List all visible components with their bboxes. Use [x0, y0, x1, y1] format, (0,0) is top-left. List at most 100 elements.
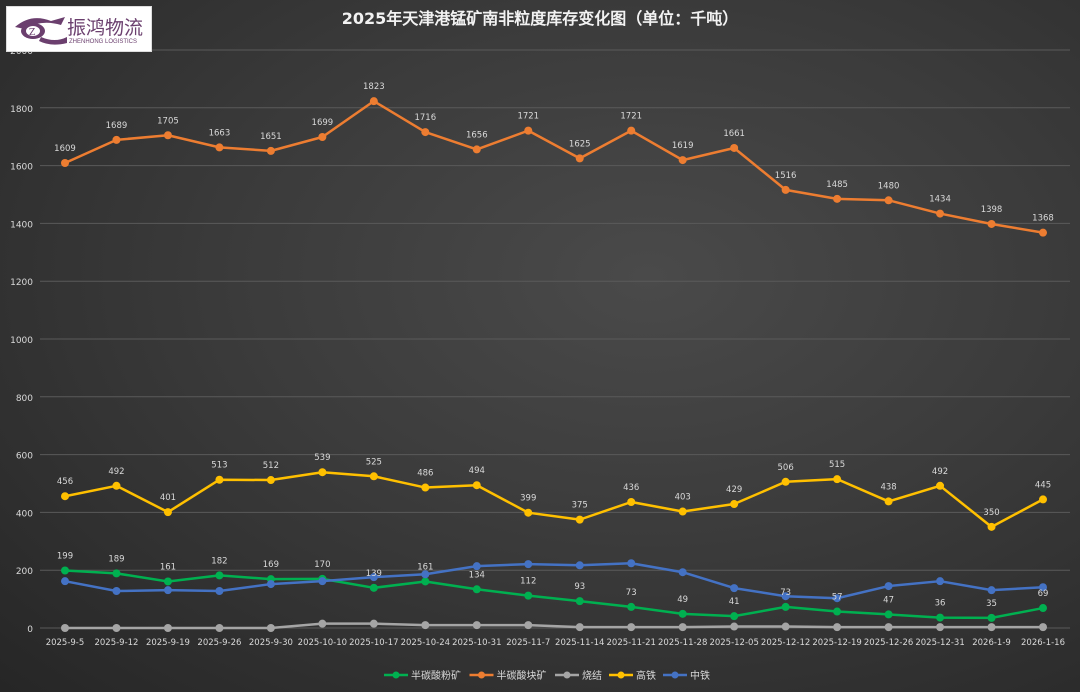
legend-item: 高铁 — [609, 669, 656, 682]
data-point — [472, 621, 481, 630]
x-axis: 2025-9-5 2025-9-12 2025-9-19 2025-9-26 2025-… — [46, 638, 1065, 648]
data-point — [421, 577, 430, 586]
data-label: 492 — [932, 467, 948, 477]
data-label: 1625 — [569, 139, 591, 149]
data-point — [781, 185, 790, 194]
data-point — [163, 131, 172, 140]
data-point — [112, 624, 121, 632]
data-label: 429 — [726, 485, 742, 495]
data-point — [936, 481, 945, 490]
data-label: 1485 — [826, 180, 848, 190]
data-point — [781, 622, 790, 631]
y-tick-label: 0 — [27, 625, 33, 635]
x-tick-label: 2026-1-16 — [1021, 638, 1065, 648]
data-label: 182 — [211, 556, 227, 566]
data-point — [1039, 583, 1047, 592]
legend-marker — [478, 671, 485, 679]
data-label: 1516 — [775, 171, 797, 181]
data-point — [987, 522, 996, 531]
x-tick-label: 2026-1-9 — [972, 638, 1011, 648]
y-tick-label: 600 — [16, 452, 33, 462]
y-tick-label: 1200 — [10, 278, 33, 288]
data-point — [369, 583, 378, 592]
y-tick-label: 2000 — [10, 47, 33, 57]
data-label: 456 — [57, 477, 73, 487]
data-label: 438 — [880, 482, 896, 492]
data-point — [369, 619, 378, 628]
data-point — [266, 476, 275, 485]
data-label: 1609 — [54, 144, 76, 154]
data-label: 1663 — [209, 128, 231, 138]
data-point — [369, 472, 378, 481]
data-point — [61, 492, 69, 501]
data-point — [781, 477, 790, 486]
data-point — [884, 623, 893, 632]
x-tick-label: 2025-12-05 — [709, 638, 758, 648]
data-point — [472, 562, 481, 571]
data-label: 1721 — [517, 112, 539, 122]
data-point — [936, 577, 945, 586]
data-point — [61, 577, 69, 586]
data-label: 1656 — [466, 130, 488, 140]
data-label: 134 — [469, 570, 485, 580]
data-point — [1039, 495, 1047, 504]
data-point — [833, 607, 842, 616]
data-point — [884, 582, 893, 591]
data-point — [215, 587, 224, 596]
data-label: 35 — [986, 599, 997, 609]
data-label: 445 — [1035, 480, 1051, 490]
y-axis: 0 200 400 600 800 1000 1200 1400 1600 1800 2000 — [10, 47, 33, 635]
x-tick-label: 2025-12-19 — [812, 638, 861, 648]
data-label: 1398 — [981, 205, 1003, 215]
data-point — [936, 623, 945, 632]
data-point — [524, 508, 533, 517]
data-point — [61, 158, 69, 167]
x-tick-label: 2025-9-19 — [146, 638, 190, 648]
data-label: 1705 — [157, 116, 179, 126]
gridlines — [40, 49, 1070, 629]
data-label: 486 — [417, 469, 433, 479]
series-line — [65, 622, 1043, 630]
x-tick-label: 2025-9-12 — [94, 638, 138, 648]
data-point — [627, 559, 636, 568]
data-point — [215, 571, 224, 580]
data-label: 47 — [883, 595, 894, 605]
data-label: 161 — [417, 562, 433, 572]
data-point — [266, 146, 275, 155]
x-tick-label: 2025-9-5 — [46, 638, 85, 648]
data-label: 1651 — [260, 132, 282, 142]
data-label: 69 — [1038, 589, 1049, 599]
data-point — [112, 135, 121, 144]
data-label: 73 — [626, 588, 637, 598]
data-point — [472, 481, 481, 490]
x-tick-label: 2025-10-10 — [298, 638, 347, 648]
series-2 — [61, 619, 1047, 632]
series-line — [64, 99, 1044, 234]
data-point — [215, 624, 224, 632]
data-point — [369, 573, 378, 582]
chart-title: 2025年天津港锰矿南非粒度库存变化图（单位：千吨） — [342, 9, 739, 28]
data-point — [61, 624, 69, 632]
data-point — [318, 577, 327, 586]
data-point — [524, 591, 533, 600]
legend-item: 中铁 — [663, 669, 710, 682]
data-point — [833, 623, 842, 632]
data-label: 375 — [572, 501, 588, 511]
data-point — [678, 156, 687, 165]
x-tick-label: 2025-11-7 — [506, 638, 550, 648]
data-label: 403 — [675, 493, 691, 503]
y-tick-label: 800 — [16, 394, 33, 404]
data-point — [575, 623, 584, 632]
svg-text:Z: Z — [29, 28, 35, 38]
data-labels: 199 189 161 182 169 170 139 161 134 112 93 73 49 41 73… — [54, 82, 1054, 609]
data-label: 1480 — [878, 181, 900, 191]
data-point — [884, 497, 893, 506]
data-point — [730, 500, 739, 509]
series-0 — [61, 566, 1047, 622]
data-point — [833, 594, 842, 603]
data-label: 169 — [263, 560, 279, 570]
data-point — [318, 132, 327, 141]
data-point — [678, 623, 687, 632]
x-tick-label: 2025-12-26 — [864, 638, 913, 648]
data-point — [678, 507, 687, 516]
